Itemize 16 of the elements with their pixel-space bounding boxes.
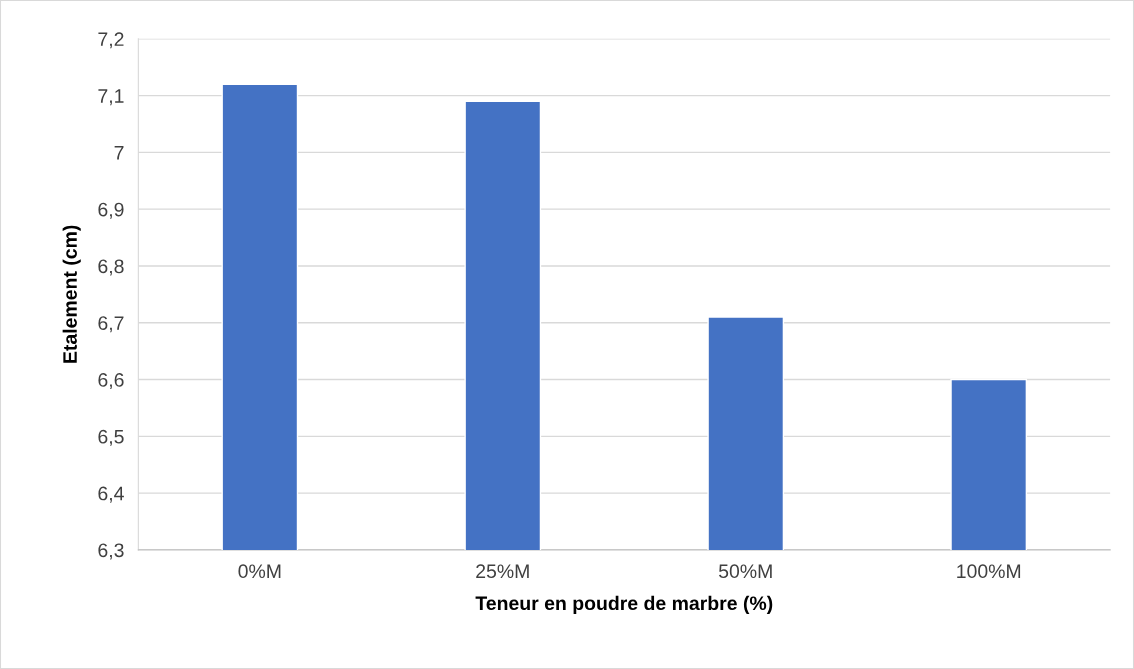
y-tick-label: 7,1 <box>98 89 124 106</box>
x-tick-label: 50%M <box>718 564 772 579</box>
y-tick-label: 6,3 <box>98 543 124 560</box>
y-tick-label: 7,2 <box>98 32 124 49</box>
y-tick-label: 6,8 <box>98 259 124 276</box>
y-tick-label: 7 <box>114 146 124 160</box>
y-tick-label: 6,7 <box>98 316 124 333</box>
y-tick-label: 6,5 <box>98 429 124 446</box>
x-tick-label: 0%M <box>238 564 281 579</box>
y-tick-label: 6,9 <box>98 202 124 219</box>
y-tick-label: 6,4 <box>98 486 124 503</box>
x-tick-label: 100%M <box>957 564 1021 579</box>
y-axis-title: Etalement (cm) <box>62 225 81 363</box>
x-tick-label: 25%M <box>476 564 529 579</box>
x-axis-title: Teneur en poudre de marbre (%) <box>475 595 773 614</box>
y-tick-label: 6,6 <box>98 373 124 390</box>
